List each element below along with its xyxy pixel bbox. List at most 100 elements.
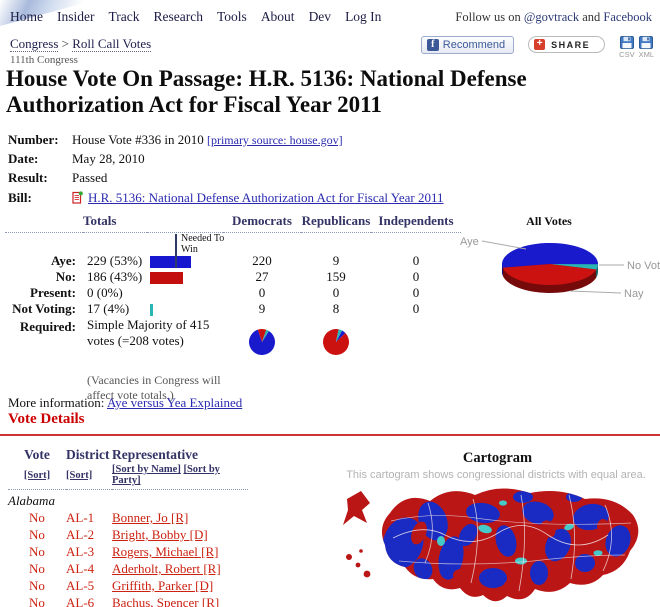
totals-row-present: Present: 0 (0%) 0 0 0: [30, 285, 420, 300]
number-label: Number:: [8, 132, 59, 147]
facebook-link[interactable]: Facebook: [603, 10, 652, 24]
required-value: Simple Majority of 415 votes (=208 votes…: [87, 317, 210, 349]
sort-by-party-link[interactable]: [Sort by Party]: [112, 464, 220, 486]
date-value: May 28, 2010: [72, 151, 145, 166]
democrats-header: Democrats: [223, 211, 301, 233]
cartogram-heading: Cartogram: [462, 450, 533, 466]
govtrack-twitter-link[interactable]: @govtrack: [523, 10, 580, 24]
share-label: SHARE: [551, 39, 591, 50]
representative-link[interactable]: Griffith, Parker [D]: [112, 578, 214, 593]
nav-about[interactable]: About: [260, 9, 295, 24]
nav-log-in[interactable]: Log In: [345, 9, 382, 24]
vote-bar: [149, 272, 183, 285]
floppy-disk-icon: [639, 36, 654, 49]
district-value: AL-2: [66, 527, 95, 542]
democrats-pie-chart: [248, 328, 275, 356]
aye-versus-yea-link[interactable]: Aye versus Yea Explained: [106, 395, 243, 410]
nav-home[interactable]: Home: [10, 9, 43, 24]
vote-value: No: [29, 561, 45, 576]
all-votes-pie-chart: Aye No Vote Nay: [460, 236, 660, 300]
needed-to-win-marker: [175, 234, 177, 268]
bill-link[interactable]: H.R. 5136: National Defense Authorizatio…: [88, 190, 444, 205]
csv-export-button[interactable]: CSV: [619, 36, 635, 59]
floppy-disk-icon: [619, 36, 634, 49]
breadcrumb-row: Congress > Roll Call Votes f Recommend +…: [10, 36, 654, 59]
breadcrumb-separator: >: [61, 36, 69, 51]
totals-rows: Aye: 229 (53%) 220 9 0 No: 186 (43%) 27 159 0 Pres…: [5, 253, 461, 317]
share-actions: f Recommend + SHARE CSV: [420, 36, 654, 59]
vote-value: No: [29, 544, 45, 559]
nav-tools[interactable]: Tools: [217, 9, 247, 24]
totals-row-not-voting: Not Voting: 17 (4%) 9 8 0: [12, 301, 420, 317]
recommend-label: Recommend: [442, 39, 506, 51]
primary-source-link[interactable]: [primary source: house.gov]: [206, 133, 343, 147]
vote-row-al-1: No AL-1 Bonner, Jo [R]: [8, 510, 248, 527]
sort-by-name-link[interactable]: [Sort by Name]: [112, 464, 181, 475]
export-buttons: CSV XML: [619, 36, 654, 59]
vote-details-heading: Vote Details: [8, 411, 85, 427]
vote-value: No: [29, 510, 45, 525]
nav-research[interactable]: Research: [153, 9, 203, 24]
republicans-header: Republicans: [301, 211, 371, 233]
breadcrumb-roll-call-votes[interactable]: Roll Call Votes: [72, 36, 152, 52]
totals-table: Totals Democrats Republicans Independent…: [5, 211, 461, 403]
totals-row-no: No: 186 (43%) 27 159 0: [55, 269, 420, 285]
district-value: AL-5: [66, 578, 95, 593]
sort-by-district-link[interactable]: [Sort]: [66, 469, 93, 481]
vote-row-al-3: No AL-3 Rogers, Michael [R]: [8, 544, 248, 561]
follow-and: and: [582, 10, 601, 24]
vote-row-al-6: No AL-6 Bachus, Spencer [R]: [8, 595, 248, 607]
more-information: More information: Aye versus Yea Explain…: [8, 395, 242, 411]
representative-link[interactable]: Rogers, Michael [R]: [112, 544, 219, 559]
republicans-pie-chart: [323, 329, 350, 356]
share-button[interactable]: + SHARE: [528, 36, 606, 53]
nay-leader-line: [569, 290, 622, 294]
vote-metadata: Number: House Vote #336 in 2010 [primary…: [8, 132, 444, 209]
independents-header: Independents: [371, 211, 461, 233]
vote-bar: [149, 304, 153, 317]
vote-column-header: Vote: [24, 447, 50, 462]
all-votes-chart-title: All Votes: [526, 214, 572, 228]
sort-by-vote-link[interactable]: [Sort]: [23, 469, 51, 481]
top-navigation: Home Insider Track Research Tools About Dev Log…: [10, 8, 652, 26]
result-label: Result:: [8, 170, 48, 185]
representative-link[interactable]: Bright, Bobby [D]: [112, 527, 208, 542]
republicans-pie-cell: [301, 317, 371, 361]
breadcrumb: Congress > Roll Call Votes: [10, 36, 152, 52]
xml-export-button[interactable]: XML: [639, 36, 654, 59]
vote-rows: No AL-1 Bonner, Jo [R] No AL-2 Bright, Bobby …: [8, 510, 248, 607]
follow-us-text: Follow us on @govtrack and Facebook: [455, 10, 652, 25]
vote-row-al-5: No AL-5 Griffith, Parker [D]: [8, 578, 248, 595]
number-value: House Vote #336 in 2010 [primary source:…: [72, 132, 343, 147]
vote-bar: [149, 256, 191, 269]
nav-track[interactable]: Track: [108, 9, 140, 24]
main-nav: Home Insider Track Research Tools About Dev Log…: [10, 8, 395, 26]
democrats-pie-cell: [223, 317, 301, 361]
vote-value: No: [29, 595, 45, 607]
representative-link[interactable]: Aderholt, Robert [R]: [112, 561, 221, 576]
cartogram-alaska: [343, 491, 370, 525]
aye-slice-label: Aye: [460, 236, 479, 248]
no-vote-slice-label: No Vote: [627, 260, 660, 272]
vote-details-divider: [0, 434, 660, 436]
required-label: Required:: [19, 319, 76, 334]
facebook-recommend-button[interactable]: f Recommend: [420, 36, 515, 54]
follow-prefix: Follow us on: [455, 10, 521, 24]
vacancies-note: (Vacancies in Congress will affect vote …: [87, 373, 221, 402]
representative-link[interactable]: Bachus, Spencer [R]: [112, 595, 220, 607]
state-label-alabama: Alabama: [8, 493, 55, 508]
more-info-prefix: More information:: [8, 395, 105, 410]
district-value: AL-6: [66, 595, 95, 607]
nav-dev[interactable]: Dev: [308, 9, 332, 24]
csv-label: CSV: [619, 50, 635, 59]
cartogram-caption: This cartogram shows congressional distr…: [346, 469, 646, 481]
cartogram-map[interactable]: [333, 483, 655, 607]
representative-column-header: Representative: [112, 447, 198, 462]
vote-details-table: Vote District Representative [Sort] [Sor…: [8, 443, 248, 607]
representative-link[interactable]: Bonner, Jo [R]: [112, 510, 189, 525]
date-label: Date:: [8, 151, 39, 166]
breadcrumb-congress[interactable]: Congress: [10, 36, 59, 52]
nav-insider[interactable]: Insider: [57, 9, 95, 24]
vote-row-al-2: No AL-2 Bright, Bobby [D]: [8, 527, 248, 544]
congress-session-label: 111th Congress: [10, 54, 78, 66]
